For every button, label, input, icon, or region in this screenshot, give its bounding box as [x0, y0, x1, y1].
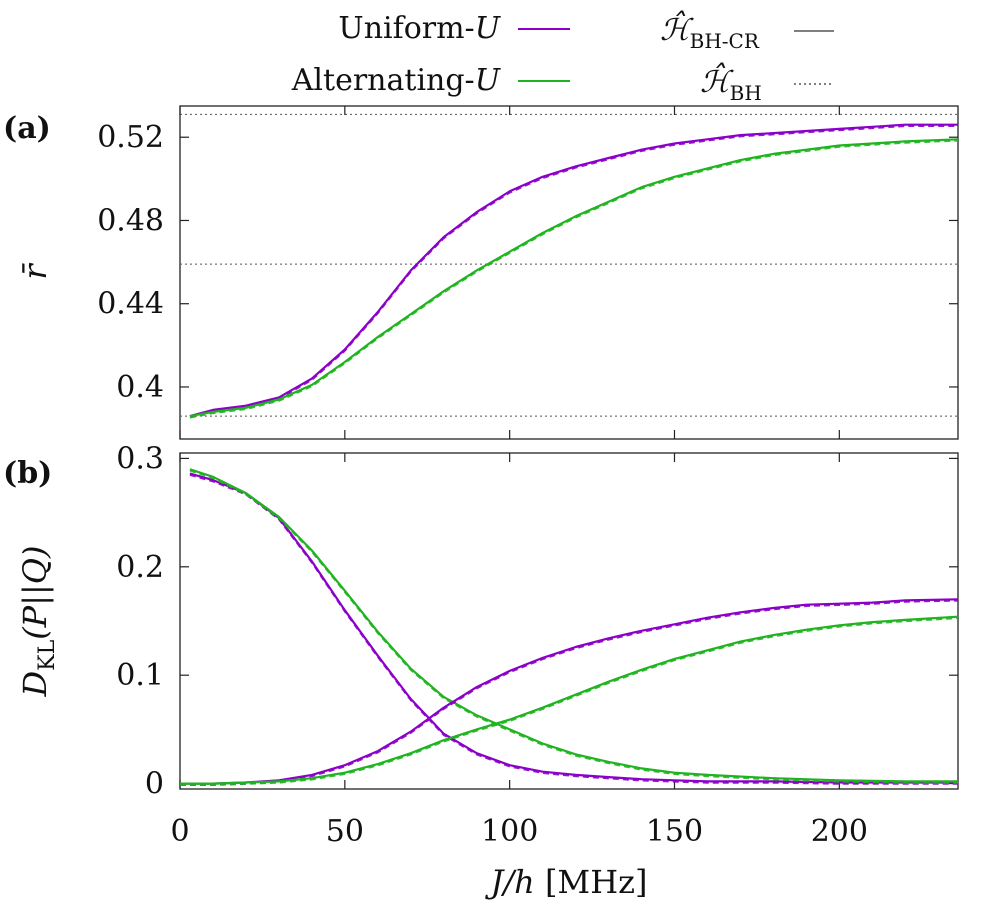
x-tick-label: 150	[646, 814, 703, 849]
x-tick-label: 50	[326, 814, 364, 849]
y-tick-label: 0.4	[116, 370, 164, 405]
x-tick-label: 100	[481, 814, 538, 849]
legend-uniform-label: Uniform-U	[338, 11, 501, 46]
series-alternating-u-line	[189, 138, 959, 418]
series-alternating-u-decreasing-dashed	[189, 470, 958, 784]
legend-bh-label: ℋ̂BH	[700, 63, 762, 105]
y-axis-label-b: DKL(P||Q)	[16, 546, 60, 698]
series-uniform-u-line	[189, 123, 958, 418]
y-tick-label: 0.1	[116, 658, 164, 693]
series-uniform-u-increasing-dashed	[180, 600, 959, 786]
panel-a-label: (a)	[3, 111, 51, 146]
y-tick-label: 0.44	[97, 287, 164, 322]
y-tick-label: 0.2	[116, 550, 164, 585]
legend: Uniform-U Alternating-U ℋ̂BH-CR ℋ̂BH	[291, 11, 834, 105]
legend-alternating-label: Alternating-U	[291, 63, 502, 98]
panel-a-frame	[179, 105, 959, 440]
x-axis-label: J/h [MHz]	[485, 863, 648, 901]
series-uniform-u-decreasing-line	[189, 472, 958, 784]
panel-b-frame	[179, 452, 959, 790]
y-tick-label: 0.52	[97, 120, 164, 155]
series-uniform-u-dashed	[189, 125, 958, 419]
series-alternating-u-decreasing-line	[189, 468, 958, 783]
series-alternating-u-increasing-line	[180, 615, 959, 785]
legend-bhcr-label: ℋ̂BH-CR	[660, 11, 760, 53]
series-uniform-u-decreasing-dashed	[189, 474, 958, 785]
panel-b-label: (b)	[3, 456, 52, 491]
x-tick-label: 0	[170, 814, 189, 849]
y-tick-label: 0.48	[97, 203, 164, 238]
x-tick-label: 200	[811, 814, 868, 849]
series-alternating-u-increasing-dashed	[180, 617, 959, 786]
y-tick-label: 0	[145, 767, 164, 802]
y-axis-label-a: r̄	[16, 263, 54, 280]
y-tick-label: 0.3	[116, 441, 164, 476]
series-alternating-u-dashed	[189, 140, 959, 419]
series-uniform-u-increasing-line	[180, 598, 959, 785]
